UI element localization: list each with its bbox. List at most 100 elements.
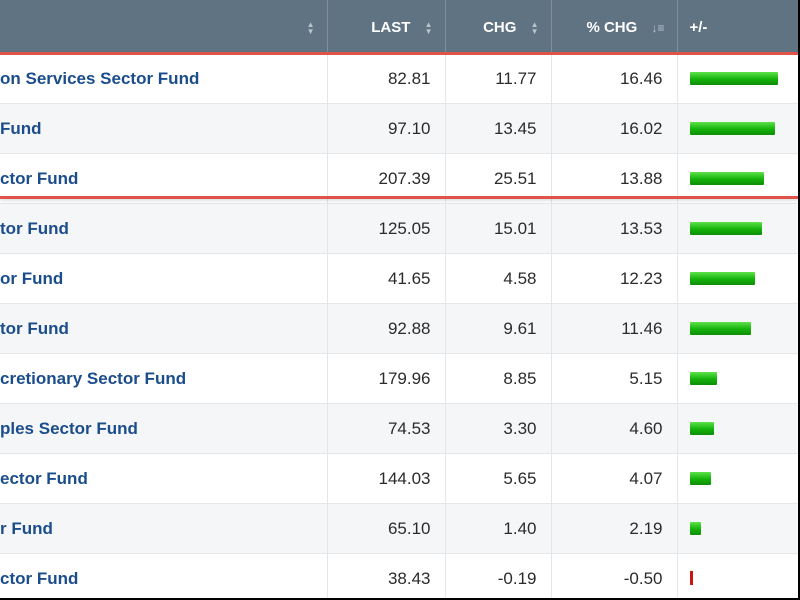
change-bar-track [689, 521, 787, 536]
change-bar-cell [677, 553, 798, 598]
change-bar-track [689, 271, 787, 286]
change-value: 8.85 [445, 353, 552, 404]
fund-name-link[interactable]: r Fund [0, 503, 328, 554]
change-value: 13.45 [445, 103, 552, 154]
last-value: 82.81 [327, 54, 446, 104]
pct-change-value: 2.19 [551, 503, 678, 554]
change-bar-cell [677, 453, 798, 504]
table-row[interactable]: ctor Fund 38.43 -0.19 -0.50 [0, 553, 798, 598]
positive-change-bar [689, 321, 751, 335]
table-row[interactable]: ector Fund 144.03 5.65 4.07 [0, 453, 798, 504]
last-value: 125.05 [327, 203, 446, 254]
positive-change-bar [689, 521, 702, 535]
change-value: -0.19 [445, 553, 552, 598]
change-bar-cell [677, 303, 798, 354]
last-value: 207.39 [327, 153, 446, 204]
change-bar-track [689, 171, 787, 186]
fund-name-link[interactable]: tor Fund [0, 203, 328, 254]
change-value: 1.40 [445, 503, 552, 554]
change-bar-cell [677, 54, 798, 104]
pct-change-value: 4.60 [551, 403, 678, 454]
header-pct-chg[interactable]: % CHG ↓≡ [551, 0, 678, 54]
pct-change-value: 5.15 [551, 353, 678, 404]
table-row[interactable]: ctor Fund 207.39 25.51 13.88 [0, 153, 798, 204]
positive-change-bar [689, 121, 776, 135]
table-row[interactable]: tor Fund 92.88 9.61 11.46 [0, 303, 798, 354]
change-bar-track [689, 321, 787, 336]
header-bar-label: +/- [689, 18, 708, 36]
sort-updown-icon: ▲ ▼ [530, 19, 539, 36]
positive-change-bar [689, 271, 755, 285]
header-bar[interactable]: +/- [677, 0, 798, 54]
pct-change-value: 16.02 [551, 103, 678, 154]
fund-name-link[interactable]: or Fund [0, 253, 328, 304]
table-row[interactable]: ples Sector Fund 74.53 3.30 4.60 [0, 403, 798, 454]
table-row[interactable]: or Fund 41.65 4.58 12.23 [0, 253, 798, 304]
fund-name-link[interactable]: on Services Sector Fund [0, 54, 328, 104]
pct-change-value: 16.46 [551, 54, 678, 104]
positive-change-bar [689, 221, 762, 235]
table-row[interactable]: r Fund 65.10 1.40 2.19 [0, 503, 798, 554]
fund-name-link[interactable]: ctor Fund [0, 153, 328, 204]
last-value: 92.88 [327, 303, 446, 354]
change-value: 25.51 [445, 153, 552, 204]
header-last-label: LAST [371, 18, 411, 36]
header-name[interactable]: ▲ ▼ [0, 0, 328, 54]
change-bar-cell [677, 203, 798, 254]
change-value: 5.65 [445, 453, 552, 504]
last-value: 74.53 [327, 403, 446, 454]
change-value: 4.58 [445, 253, 552, 304]
sort-updown-icon: ▲ ▼ [306, 19, 315, 36]
header-last[interactable]: LAST ▲ ▼ [327, 0, 446, 54]
fund-name-link[interactable]: ples Sector Fund [0, 403, 328, 454]
pct-change-value: 12.23 [551, 253, 678, 304]
change-value: 9.61 [445, 303, 552, 354]
positive-change-bar [689, 421, 715, 435]
change-bar-track [689, 121, 787, 136]
fund-name-link[interactable]: ctor Fund [0, 553, 328, 598]
last-value: 179.96 [327, 353, 446, 404]
change-bar-cell [677, 253, 798, 304]
change-value: 3.30 [445, 403, 552, 454]
fund-name-link[interactable]: cretionary Sector Fund [0, 353, 328, 404]
positive-change-bar [689, 471, 712, 485]
last-value: 144.03 [327, 453, 446, 504]
last-value: 38.43 [327, 553, 446, 598]
pct-change-value: 13.53 [551, 203, 678, 254]
negative-change-bar [689, 570, 693, 585]
change-value: 11.77 [445, 54, 552, 104]
fund-name-link[interactable]: ector Fund [0, 453, 328, 504]
pct-change-value: 4.07 [551, 453, 678, 504]
pct-change-value: -0.50 [551, 553, 678, 598]
header-pct-chg-label: % CHG [586, 18, 638, 36]
sort-descending-icon: ↓≡ [651, 20, 665, 35]
change-bar-track [689, 421, 787, 436]
header-chg[interactable]: CHG ▲ ▼ [445, 0, 552, 54]
table-row[interactable]: tor Fund 125.05 15.01 13.53 [0, 203, 798, 254]
table-row[interactable]: Fund 97.10 13.45 16.02 [0, 103, 798, 154]
change-bar-track [689, 371, 787, 386]
table-header: ▲ ▼ LAST ▲ ▼ CHG ▲ ▼ % CHG ↓≡ +/- [0, 0, 798, 54]
change-bar-cell [677, 153, 798, 204]
positive-change-bar [689, 71, 778, 85]
change-bar-track [689, 71, 787, 86]
pct-change-value: 11.46 [551, 303, 678, 354]
positive-change-bar [689, 371, 718, 385]
change-bar-cell [677, 353, 798, 404]
table-row[interactable]: cretionary Sector Fund 179.96 8.85 5.15 [0, 353, 798, 404]
table-row[interactable]: on Services Sector Fund 82.81 11.77 16.4… [0, 54, 798, 104]
change-bar-track [689, 471, 787, 486]
last-value: 65.10 [327, 503, 446, 554]
change-value: 15.01 [445, 203, 552, 254]
change-bar-track [689, 570, 787, 586]
change-bar-cell [677, 503, 798, 554]
pct-change-value: 13.88 [551, 153, 678, 204]
fund-name-link[interactable]: Fund [0, 103, 328, 154]
fund-name-link[interactable]: tor Fund [0, 303, 328, 354]
last-value: 97.10 [327, 103, 446, 154]
change-bar-track [689, 221, 787, 236]
last-value: 41.65 [327, 253, 446, 304]
sort-updown-icon: ▲ ▼ [424, 19, 433, 36]
